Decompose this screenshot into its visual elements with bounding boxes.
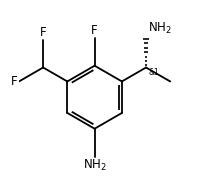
Text: &1: &1 — [148, 68, 159, 77]
Text: NH$_2$: NH$_2$ — [83, 158, 107, 173]
Text: NH$_2$: NH$_2$ — [148, 21, 172, 36]
Text: F: F — [40, 26, 46, 39]
Text: F: F — [11, 75, 18, 88]
Text: F: F — [91, 24, 98, 37]
